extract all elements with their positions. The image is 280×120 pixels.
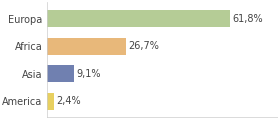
Text: 61,8%: 61,8% (232, 14, 263, 24)
Text: 2,4%: 2,4% (57, 96, 81, 106)
Bar (47, 93, 54, 110)
Bar (47, 10, 230, 27)
Bar (47, 65, 74, 82)
Text: 26,7%: 26,7% (129, 41, 159, 51)
Text: 9,1%: 9,1% (76, 69, 101, 79)
Bar (47, 38, 126, 55)
